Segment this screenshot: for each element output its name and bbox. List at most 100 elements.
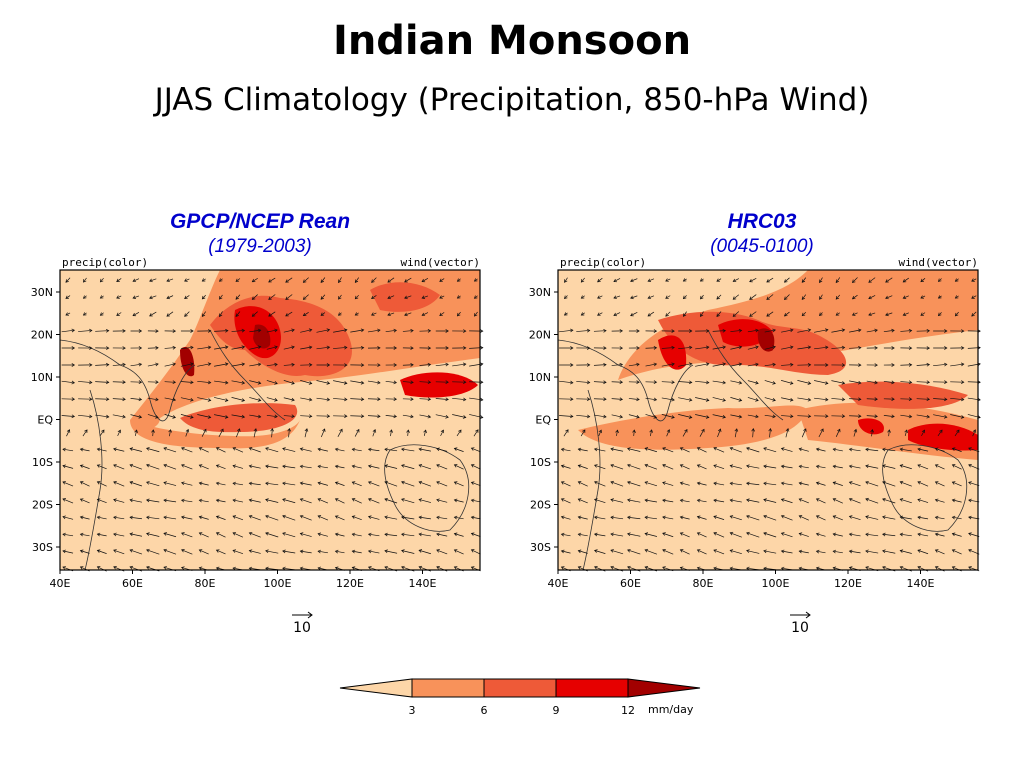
wind-arrow [578,465,588,469]
wind-arrow-head [874,363,878,367]
wind-arrow-head [560,464,565,469]
wind-arrow [916,381,930,383]
wind-arrow-head [463,346,467,350]
wind-arrow-head [868,295,872,300]
wind-arrow-head [887,429,891,433]
wind-arrow-head [344,363,348,367]
wind-arrow-head [393,328,398,333]
wind-arrow [454,464,464,470]
wind-arrow [232,515,244,521]
wind-arrow-head [401,498,405,502]
wind-arrow [852,312,858,316]
wind-arrow-head [138,397,143,402]
wind-arrow-head [960,362,965,367]
wind-arrow-head [644,481,649,485]
wind-arrow-head [934,481,939,485]
wind-arrow [318,482,328,486]
wind-arrow [385,415,397,417]
wind-arrow-head [920,295,924,299]
wind-arrow-head [334,532,339,537]
wind-arrow [713,516,725,520]
wind-arrow [216,549,226,555]
lat-tick-label: 30N [31,286,53,299]
wind-arrow [214,380,228,384]
wind-arrow-head [89,346,93,350]
wind-arrow [816,465,826,469]
wind-arrow [285,294,293,300]
wind-arrow-head [251,278,256,283]
wind-arrow [352,465,362,469]
wind-arrow-head [807,345,812,350]
wind-arrow [627,499,641,503]
colorbar-level-6: 6 [481,704,488,717]
wind-arrow-head [334,447,339,452]
wind-arrow-head [577,481,582,485]
wind-arrow [454,481,464,487]
wind-arrow-head [181,481,185,486]
wind-arrow-head [317,549,322,554]
wind-arrow [387,277,395,283]
wind-arrow [933,414,947,418]
wind-arrow-head [729,464,734,468]
wind-arrow [917,448,929,452]
wind-arrow [645,363,657,367]
wind-arrow-head [146,463,150,468]
wind-arrow [181,532,193,538]
wind-arrow-head [215,481,220,486]
wind-arrow-head [268,296,272,300]
wind-arrow [249,482,261,486]
wind-arrow [594,498,606,504]
lon-tick-label: 40E [50,577,71,590]
wind-arrow-head [885,279,889,283]
lon-tick-label: 100E [264,577,292,590]
wind-arrow [384,550,398,554]
wind-arrow [113,516,125,520]
wind-arrow-head [257,414,262,419]
wind-arrow-head [610,463,614,468]
wind-arrow [799,533,809,537]
wind-arrow-head [387,295,391,300]
wind-arrow-head [207,415,212,419]
wind-arrow [561,498,571,504]
wind-arrow-head [257,362,262,367]
wind-arrow-head [344,414,348,418]
wind-arrow [402,414,414,418]
wind-arrow-head [951,481,956,485]
wind-arrow [164,397,176,401]
wind-arrow-head [563,312,568,316]
wind-arrow-head [699,278,704,282]
wind-arrow [561,465,571,469]
wind-arrow-head [99,295,104,299]
wind-arrow-head [665,295,669,299]
wind-arrow-head [274,328,278,333]
wind-arrow [199,464,209,470]
wind-arrow [62,533,74,537]
wind-arrow-head [198,515,203,520]
wind-arrow [917,481,929,487]
wind-arrow-head [653,346,658,350]
wind-arrow [814,346,828,350]
wind-arrow [78,330,92,332]
wind-arrow-head [146,447,150,451]
wind-arrow-head [679,464,684,468]
wind-arrow [471,549,481,555]
wind-arrow [627,464,641,470]
wind-arrow-head [772,328,776,333]
wind-arrow [801,312,807,316]
wind-arrow-head [320,296,325,300]
wind-arrow-head [917,515,921,520]
wind-arrow-head [79,515,84,520]
wind-arrow-head [384,497,388,502]
wind-arrow-head [470,532,475,536]
wind-arrow-head [560,532,565,537]
wind-arrow-head [763,514,767,519]
wind-arrow [197,346,211,350]
wind-arrow-head [968,549,972,553]
wind-arrow-head [700,295,704,300]
wind-arrow-head [360,397,365,402]
wind-arrow-head [865,464,869,469]
wind-arrow-head [647,295,652,300]
wind-arrow-head [404,295,408,300]
wind-arrow-head [320,312,325,316]
